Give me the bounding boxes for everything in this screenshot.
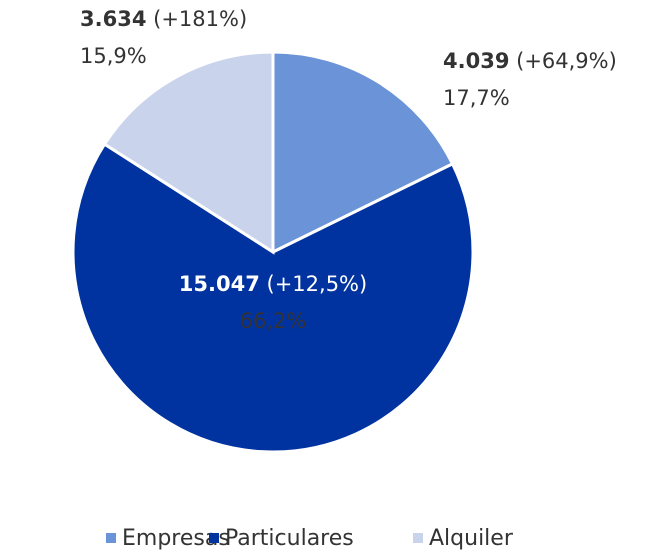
change-label: (+181%): [153, 7, 247, 31]
change-label: (+12,5%): [267, 272, 368, 296]
slice-label: 4.039 (+64,9%): [443, 49, 617, 73]
percent-label: 66,2%: [240, 309, 307, 333]
legend-label: Particulares: [225, 526, 354, 551]
change-label: (+64,9%): [516, 49, 617, 73]
legend-swatch: [209, 533, 219, 543]
legend-label: Alquiler: [429, 526, 514, 551]
pie-slice: [271, 50, 455, 255]
legend-swatch: [413, 533, 423, 543]
slice-label: 15.047 (+12,5%): [179, 272, 367, 296]
pie-slice: [71, 142, 475, 454]
count-label: 3.634: [80, 7, 146, 31]
count-label: 4.039: [443, 49, 509, 73]
legend-swatch: [106, 533, 116, 543]
percent-label: 17,7%: [443, 86, 510, 110]
slice-label: 3.634 (+181%): [80, 7, 247, 31]
count-label: 15.047: [179, 272, 260, 296]
pie-slice: [102, 50, 275, 255]
percent-label: 15,9%: [80, 44, 147, 68]
